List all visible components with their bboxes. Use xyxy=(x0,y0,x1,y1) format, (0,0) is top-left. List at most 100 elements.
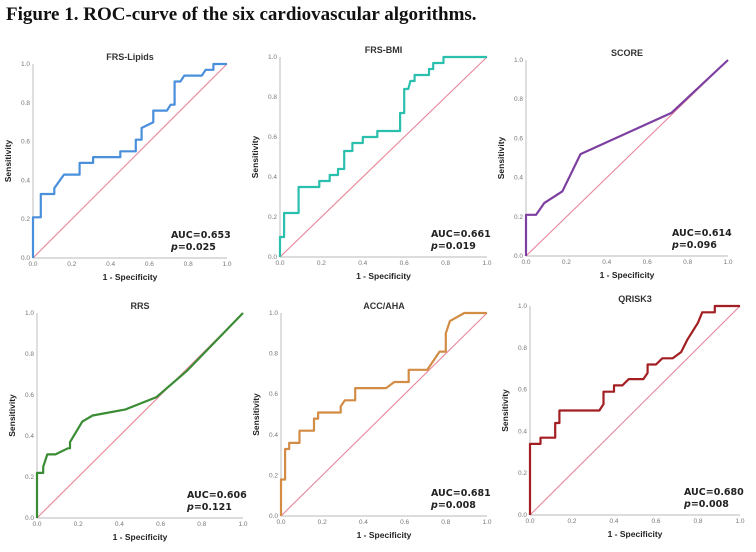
y-tick-label: 0.8 xyxy=(269,351,278,358)
y-tick-label: 0.4 xyxy=(268,174,277,181)
p-value-label: p=0.008 xyxy=(683,499,729,510)
p-value-label: p=0.121 xyxy=(186,502,232,513)
figure-title: Figure 1. ROC-curve of the six cardiovas… xyxy=(6,4,477,25)
y-tick-label: 0.2 xyxy=(269,472,278,479)
x-axis-label: 1 - Specificity xyxy=(600,270,655,280)
y-tick-label: 0.4 xyxy=(269,432,278,439)
x-tick-label: 0.6 xyxy=(643,259,652,266)
x-tick-label: 0.0 xyxy=(521,259,530,266)
y-tick-label: 0.8 xyxy=(21,100,30,107)
panel-title: ACC/AHA xyxy=(363,301,405,311)
x-tick-label: 0.2 xyxy=(318,519,327,526)
y-tick-label: 0.0 xyxy=(518,512,527,519)
y-tick-label: 0.2 xyxy=(518,470,527,477)
x-tick-label: 0.8 xyxy=(184,261,193,268)
x-tick-label: 0.0 xyxy=(276,519,285,526)
roc-panel-frs-bmi: FRS-BMI 0.0 0.2 0.4 0.6 0.8 1.0 0.0 0.2 0.4 0.6 0.8… xyxy=(250,45,492,281)
y-tick-label: 0.6 xyxy=(269,391,278,398)
roc-panel-rrs: RRS 0.0 0.2 0.4 0.6 0.8 1.0 0.0 0.2 0.4 0.6 0.8 1.0 1… xyxy=(7,301,248,542)
y-tick-label: 1.0 xyxy=(518,303,527,310)
y-tick-label: 0.4 xyxy=(21,177,30,184)
auc-label: AUC=0.681 xyxy=(431,488,491,499)
panel-title: QRISK3 xyxy=(618,294,652,304)
x-tick-label: 0.2 xyxy=(562,259,571,266)
p-value-label: p=0.025 xyxy=(170,242,216,253)
y-tick-label: 1.0 xyxy=(268,54,277,61)
x-tick-label: 0.0 xyxy=(28,261,37,268)
y-tick-label: 0.6 xyxy=(21,139,30,146)
auc-label: AUC=0.680 xyxy=(684,487,744,498)
y-tick-label: 0.6 xyxy=(514,135,523,142)
y-tick-label: 0.6 xyxy=(268,134,277,141)
x-tick-label: 1.0 xyxy=(723,259,732,266)
roc-panel-qrisk3: QRISK3 0.0 0.2 0.4 0.6 0.8 1.0 0.0 0.2 0.4 0.6 0.8 1… xyxy=(500,294,745,539)
y-tick-label: 0.8 xyxy=(268,94,277,101)
x-tick-label: 1.0 xyxy=(238,521,247,528)
x-tick-label: 0.4 xyxy=(358,260,367,267)
y-tick-label: 0.2 xyxy=(25,474,34,481)
y-axis-label: Sensitivity xyxy=(7,394,17,437)
y-tick-label: 0.0 xyxy=(268,254,277,261)
y-tick-label: 0.6 xyxy=(25,392,34,399)
x-tick-label: 0.6 xyxy=(400,519,409,526)
roc-curve-acc-aha xyxy=(279,311,487,516)
y-tick-label: 0.0 xyxy=(25,515,34,522)
y-axis-label: Sensitivity xyxy=(496,136,506,179)
x-tick-label: 1.0 xyxy=(222,261,231,268)
reference-diagonal-line xyxy=(32,63,228,259)
y-tick-label: 0.2 xyxy=(514,214,523,221)
y-tick-label: 0.8 xyxy=(25,351,34,358)
p-value-label: p=0.008 xyxy=(430,500,476,511)
x-tick-label: 0.4 xyxy=(115,521,124,528)
x-tick-label: 0.4 xyxy=(106,261,115,268)
x-tick-label: 0.0 xyxy=(32,521,41,528)
y-tick-label: 0.8 xyxy=(518,345,527,352)
auc-label: AUC=0.653 xyxy=(171,230,231,241)
auc-label: AUC=0.661 xyxy=(431,229,491,240)
y-tick-label: 1.0 xyxy=(514,57,523,64)
roc-curve-frs-lipids xyxy=(31,62,227,258)
x-tick-label: 1.0 xyxy=(482,260,491,267)
y-axis-label: Sensitivity xyxy=(3,139,13,182)
x-axis-label: 1 - Specificity xyxy=(356,271,411,281)
x-tick-label: 0.4 xyxy=(359,519,368,526)
roc-curve-score xyxy=(524,59,729,256)
y-tick-label: 0.0 xyxy=(21,255,30,262)
y-tick-label: 0.4 xyxy=(518,428,527,435)
x-tick-label: 0.8 xyxy=(683,259,692,266)
x-tick-label: 0.8 xyxy=(441,260,450,267)
roc-curve-frs-bmi xyxy=(278,55,487,257)
y-tick-label: 0.0 xyxy=(269,513,278,520)
y-tick-label: 0.6 xyxy=(518,387,527,394)
panel-title: FRS-Lipids xyxy=(106,52,154,62)
panel-title: FRS-BMI xyxy=(365,45,403,55)
x-tick-label: 0.6 xyxy=(156,521,165,528)
x-tick-label: 0.4 xyxy=(602,259,611,266)
reference-diagonal-line xyxy=(279,56,488,258)
auc-label: AUC=0.614 xyxy=(672,228,732,239)
y-tick-label: 1.0 xyxy=(21,61,30,68)
x-tick-label: 0.6 xyxy=(400,260,409,267)
y-axis-label: Sensitivity xyxy=(500,389,510,432)
panel-title: SCORE xyxy=(611,48,643,58)
x-tick-label: 0.6 xyxy=(145,261,154,268)
x-tick-label: 0.2 xyxy=(74,521,83,528)
x-tick-label: 0.8 xyxy=(197,521,206,528)
x-tick-label: 0.8 xyxy=(693,518,702,525)
y-tick-label: 0.2 xyxy=(21,216,30,223)
x-tick-label: 0.2 xyxy=(567,518,576,525)
x-axis-label: 1 - Specificity xyxy=(113,532,168,542)
x-tick-label: 0.4 xyxy=(609,518,618,525)
reference-diagonal-line xyxy=(529,305,741,516)
x-tick-label: 0.0 xyxy=(275,260,284,267)
y-tick-label: 0.4 xyxy=(25,433,34,440)
x-axis-label: 1 - Specificity xyxy=(357,530,412,540)
x-tick-label: 0.0 xyxy=(525,518,534,525)
x-tick-label: 0.2 xyxy=(67,261,76,268)
x-tick-label: 0.8 xyxy=(441,519,450,526)
roc-curve-qrisk3 xyxy=(528,304,740,515)
y-tick-label: 1.0 xyxy=(269,310,278,317)
y-axis-label: Sensitivity xyxy=(250,135,260,178)
x-tick-label: 0.6 xyxy=(651,518,660,525)
